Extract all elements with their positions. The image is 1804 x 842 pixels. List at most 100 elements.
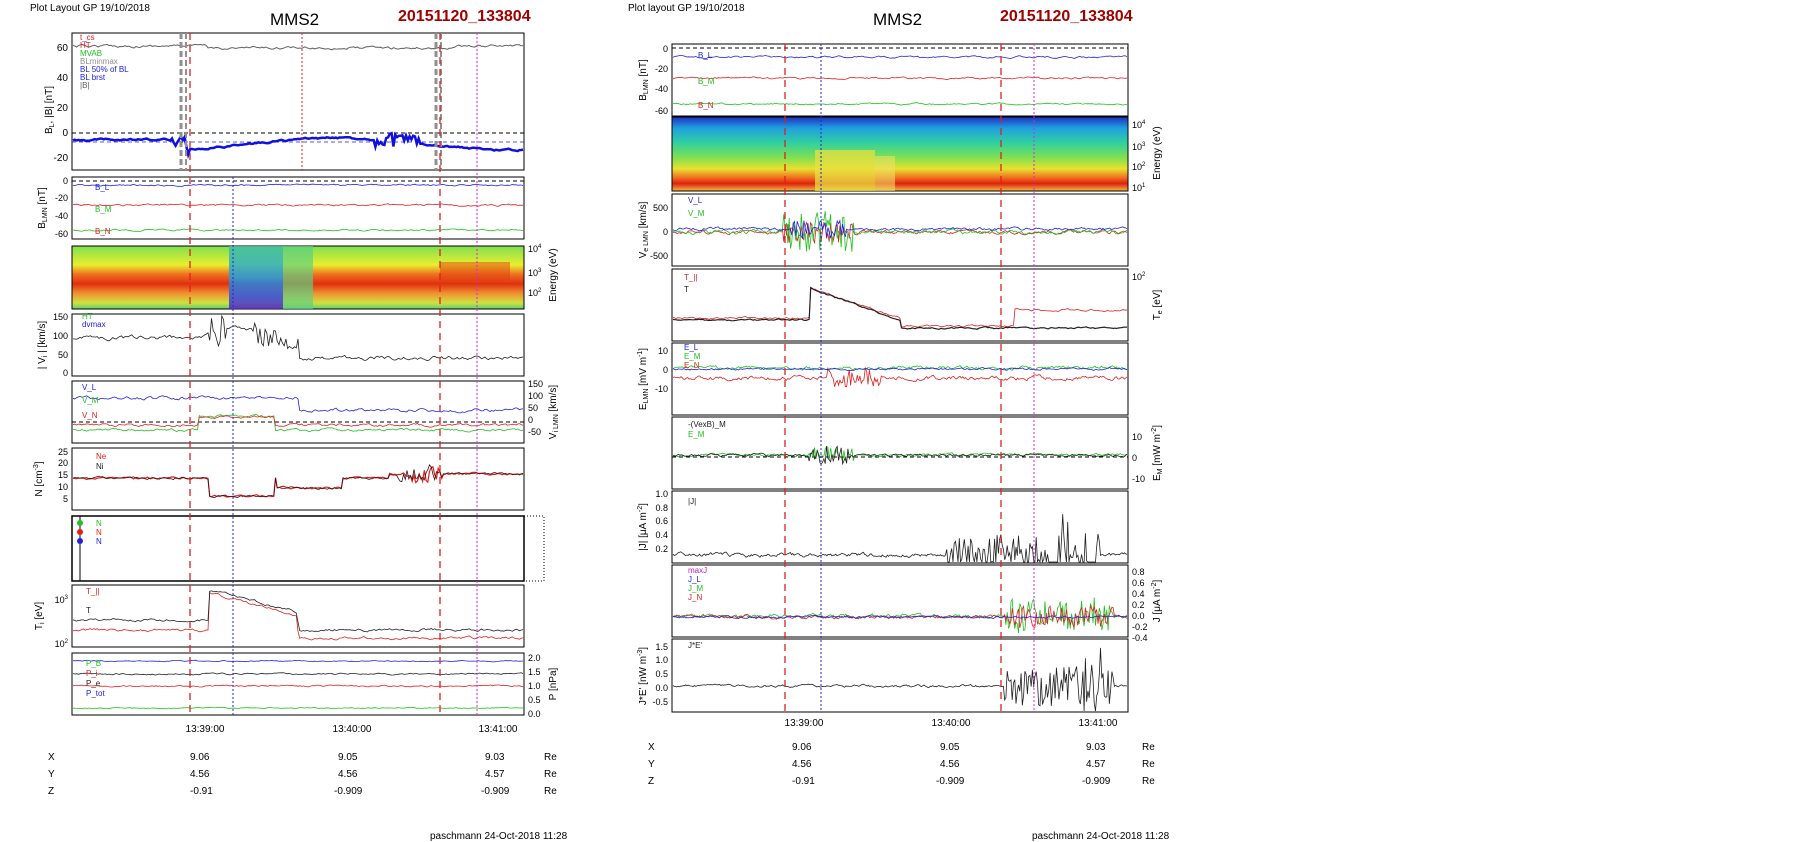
svg-text:P_B: P_B <box>86 659 101 668</box>
svg-text:BL brst: BL brst <box>80 73 106 82</box>
left-figure: Plot Layout GP 19/10/2018 MMS2 20151120_… <box>0 0 620 842</box>
svg-text:150: 150 <box>528 379 543 389</box>
svg-text:2.0: 2.0 <box>528 653 541 663</box>
right-eph-row-y: Y 4.56 4.56 4.57 Re <box>648 759 1155 770</box>
svg-text:104: 104 <box>528 244 542 254</box>
svg-text:ELMN [mV m-1]: ELMN [mV m-1] <box>637 348 650 410</box>
svg-text:50: 50 <box>58 350 68 360</box>
svg-text:J_N: J_N <box>688 593 702 602</box>
left-eph-row-y: Y 4.56 4.56 4.57 Re <box>48 769 557 780</box>
svg-text:Ti [eV]: Ti [eV] <box>34 602 46 630</box>
right-layout-header: Plot layout GP 19/10/2018 <box>628 3 745 14</box>
right-eph-row-z: Z -0.91 -0.909 -0.909 Re <box>648 776 1155 787</box>
svg-text:-60: -60 <box>655 106 668 116</box>
svg-text:E_M: E_M <box>688 430 705 439</box>
right-time-tick-1: 13:39:00 <box>785 718 824 729</box>
svg-text:1.0: 1.0 <box>655 655 668 665</box>
svg-text:100: 100 <box>53 331 68 341</box>
svg-text:100: 100 <box>528 391 543 401</box>
svg-text:20: 20 <box>57 103 69 114</box>
svg-text:0: 0 <box>663 365 668 375</box>
svg-text:Vi LMN [km/s]: Vi LMN [km/s] <box>548 385 560 440</box>
svg-text:20: 20 <box>58 458 68 468</box>
panel-n-ratio: N N N <box>71 515 545 582</box>
svg-text:Te [eV]: Te [eV] <box>1152 289 1164 320</box>
svg-text:B_L: B_L <box>95 183 110 192</box>
svg-text:J_M: J_M <box>688 584 703 593</box>
svg-text:0.2: 0.2 <box>655 544 668 554</box>
svg-text:0: 0 <box>1132 453 1137 463</box>
svg-text:N: N <box>96 519 102 528</box>
svg-text:104: 104 <box>1132 120 1146 130</box>
svg-text:V_M: V_M <box>82 396 99 405</box>
svg-text:|J|: |J| <box>688 497 696 506</box>
panel-pressure: 2.0 1.5 1.0 0.5 0.0 P [nPa] P_BP_iP_eP_tot <box>71 652 559 719</box>
svg-text:10: 10 <box>58 482 68 492</box>
svg-text:101: 101 <box>1132 183 1146 193</box>
right-eph-row-x: X 9.06 9.05 9.03 Re <box>648 742 1155 753</box>
svg-text:J*E': J*E' <box>688 641 702 650</box>
svg-text:MVAB: MVAB <box>80 49 102 58</box>
svg-text:-0.2: -0.2 <box>1132 622 1148 632</box>
left-ephemeris: X 9.06 9.05 9.03 Re Y 4.56 4.56 4.57 Re … <box>0 752 620 803</box>
svg-text:50: 50 <box>528 403 538 413</box>
panel-em: 10 0 -10 EM [mW m-2] -(VexB)_ME_M <box>671 416 1164 490</box>
svg-text:BLMN [nT]: BLMN [nT] <box>37 187 49 229</box>
svg-text:N [cm-3]: N [cm-3] <box>33 461 45 496</box>
svg-text:1.5: 1.5 <box>655 642 668 652</box>
svg-text:0.0: 0.0 <box>1132 611 1145 621</box>
panel-ion-spectrogram: 104 103 102 Energy (eV) <box>71 244 559 310</box>
svg-text:500: 500 <box>653 203 668 213</box>
right-footer: paschmann 24-Oct-2018 11:28 <box>1032 831 1170 842</box>
svg-text:102: 102 <box>1132 162 1146 172</box>
svg-text:BLminmax: BLminmax <box>80 57 118 66</box>
left-time-tick-2: 13:40:00 <box>333 724 372 735</box>
svg-text:0.0: 0.0 <box>528 709 541 719</box>
svg-text:-10: -10 <box>1132 474 1145 484</box>
svg-text:T: T <box>86 606 91 615</box>
svg-text:-0.4: -0.4 <box>1132 633 1148 643</box>
left-eph-row-z: Z -0.91 -0.909 -0.909 Re <box>48 786 557 797</box>
svg-text:|B|: |B| <box>80 81 90 90</box>
panel-bl-b: BL, |B| [nT] 60 40 20 0 -20 t_cs HT MVAB… <box>44 32 525 171</box>
svg-text:0.8: 0.8 <box>655 503 668 513</box>
svg-text:J [μA m-2]: J [μA m-2] <box>1151 580 1163 623</box>
svg-text:t_cs: t_cs <box>80 33 95 42</box>
svg-text:V_L: V_L <box>82 383 97 392</box>
svg-text:-20: -20 <box>55 193 68 203</box>
svg-text:E_M: E_M <box>684 352 701 361</box>
svg-text:B_N: B_N <box>95 227 111 236</box>
left-time-tick-3: 13:41:00 <box>479 724 518 735</box>
panel-blmn-right: BLMN [nT] 0 -20 -40 -60 B_L B_M B_N <box>638 43 1129 117</box>
svg-text:Ne: Ne <box>96 452 107 461</box>
svg-text:0.4: 0.4 <box>655 530 668 540</box>
left-plot-svg: BL, |B| [nT] 60 40 20 0 -20 t_cs HT MVAB… <box>33 32 560 735</box>
svg-text:J*E' [nW m-3]: J*E' [nW m-3] <box>637 647 649 705</box>
svg-text:102: 102 <box>1132 272 1146 282</box>
svg-text:N: N <box>96 528 102 537</box>
svg-text:HT: HT <box>80 41 91 50</box>
svg-text:P [nPa]: P [nPa] <box>548 667 559 700</box>
svg-text:V_M: V_M <box>688 209 705 218</box>
right-time-tick-3: 13:41:00 <box>1079 718 1118 729</box>
svg-text:-500: -500 <box>650 251 668 261</box>
svg-text:dvmax: dvmax <box>82 320 106 329</box>
svg-text:0: 0 <box>63 176 68 186</box>
right-time-tick-2: 13:40:00 <box>932 718 971 729</box>
panel-bl-b-legend: t_cs HT MVAB BLminmax BL 50% of BL BL br… <box>80 33 129 90</box>
svg-text:V_L: V_L <box>688 196 703 205</box>
svg-text:-60: -60 <box>55 229 68 239</box>
svg-text:-10: -10 <box>655 384 668 394</box>
svg-text:0.8: 0.8 <box>1132 567 1145 577</box>
svg-text:0.6: 0.6 <box>655 516 668 526</box>
svg-text:-0.5: -0.5 <box>652 697 668 707</box>
svg-text:-20: -20 <box>54 153 69 164</box>
svg-text:BLMN [nT]: BLMN [nT] <box>638 59 650 101</box>
svg-text:N: N <box>96 537 102 546</box>
panel-blmn-left: BLMN [nT] 0 -20 -40 -60 B_L B_M B_N <box>37 176 525 240</box>
svg-text:1.0: 1.0 <box>528 681 541 691</box>
svg-text:J_L: J_L <box>688 575 701 584</box>
svg-text:150: 150 <box>53 312 68 322</box>
svg-text:Energy (eV): Energy (eV) <box>548 248 559 301</box>
